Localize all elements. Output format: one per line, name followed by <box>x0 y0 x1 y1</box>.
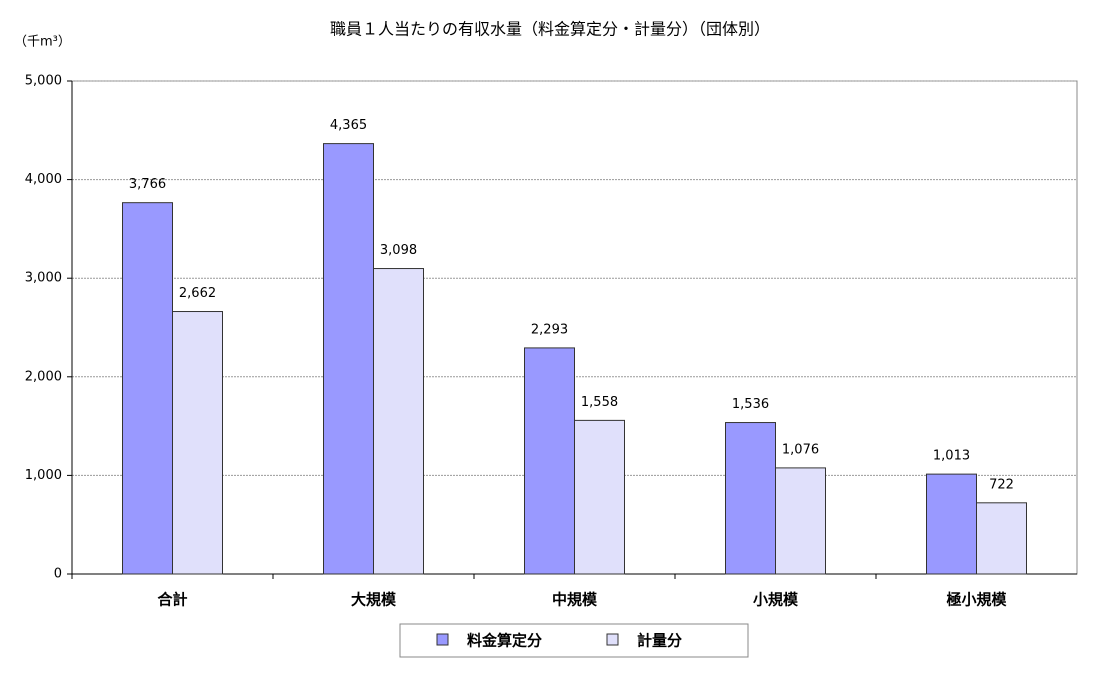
bar <box>976 502 1027 575</box>
value-label: 722 <box>989 477 1014 492</box>
x-tick-label: 小規模 <box>753 591 799 609</box>
legend-swatch <box>436 633 449 646</box>
legend-label: 計量分 <box>637 632 682 650</box>
value-label: 1,013 <box>933 449 970 464</box>
bar <box>172 311 223 575</box>
bar <box>926 473 977 575</box>
value-label: 3,098 <box>380 243 417 258</box>
value-label: 4,365 <box>330 118 367 133</box>
bar <box>574 419 625 575</box>
bar <box>373 268 424 575</box>
chart-title: 職員１人当たりの有収水量（料金算定分・計量分）（団体別） <box>330 20 770 39</box>
bar <box>122 202 173 575</box>
bar <box>775 467 826 575</box>
y-tick-label: 3,000 <box>25 271 62 286</box>
value-label: 2,293 <box>531 322 568 337</box>
x-tick-label: 大規模 <box>351 591 397 609</box>
bar <box>725 422 776 575</box>
value-label: 1,076 <box>782 442 819 457</box>
bar <box>323 143 374 575</box>
y-tick-label: 1,000 <box>25 468 62 483</box>
y-tick-label: 5,000 <box>25 74 62 89</box>
y-tick-label: 2,000 <box>25 369 62 384</box>
bar <box>524 347 575 575</box>
legend-swatch <box>606 633 619 646</box>
y-axis-label: （千m³） <box>14 35 71 50</box>
y-tick-label: 0 <box>54 567 62 582</box>
y-tick-label: 4,000 <box>25 172 62 187</box>
value-label: 1,558 <box>581 395 618 410</box>
legend-box <box>399 623 749 658</box>
x-tick-label: 極小規模 <box>945 591 1007 609</box>
x-tick-label: 合計 <box>156 591 187 609</box>
value-label: 2,662 <box>179 286 216 301</box>
x-tick-label: 中規模 <box>552 591 598 609</box>
legend-label: 料金算定分 <box>467 632 542 650</box>
value-label: 3,766 <box>129 177 166 192</box>
value-label: 1,536 <box>732 397 769 412</box>
